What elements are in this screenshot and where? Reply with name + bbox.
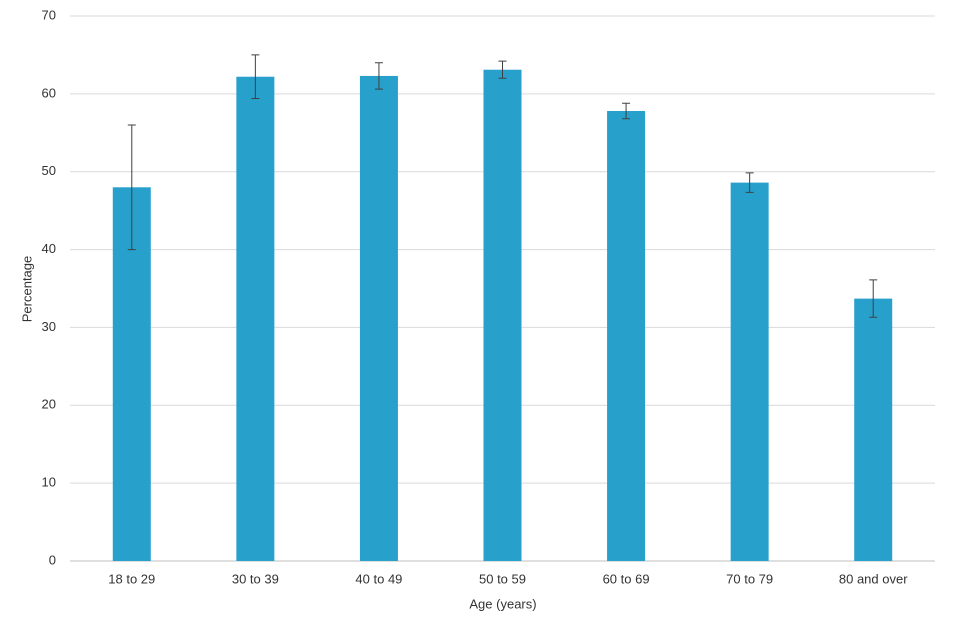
x-tick-label: 30 to 39	[232, 571, 279, 586]
bar	[854, 298, 893, 561]
error-bar	[869, 279, 878, 318]
bar	[236, 76, 275, 561]
x-tick-label: 18 to 29	[108, 571, 155, 586]
y-tick-label: 30	[42, 319, 56, 334]
y-tick-label: 60	[42, 85, 56, 100]
y-tick-label: 10	[42, 475, 56, 490]
bar	[359, 75, 398, 561]
error-bar	[498, 60, 507, 79]
x-tick-label: 50 to 59	[479, 571, 526, 586]
error-bar	[251, 54, 260, 100]
x-tick-label: 40 to 49	[355, 571, 402, 586]
x-tick-label: 70 to 79	[726, 571, 773, 586]
bar	[730, 182, 769, 561]
error-bar	[374, 62, 383, 90]
y-tick-label: 70	[42, 7, 56, 22]
x-axis-label: Age (years)	[469, 596, 536, 611]
x-tick-label: 60 to 69	[603, 571, 650, 586]
error-bar	[622, 102, 631, 120]
error-bar	[127, 124, 136, 251]
y-tick-label: 0	[49, 552, 56, 567]
error-bar	[745, 172, 754, 193]
y-axis-label: Percentage	[19, 256, 34, 323]
bar	[483, 69, 522, 561]
y-tick-label: 20	[42, 397, 56, 412]
x-tick-label: 80 and over	[839, 571, 908, 586]
bar	[607, 110, 646, 561]
y-tick-label: 50	[42, 163, 56, 178]
y-tick-label: 40	[42, 241, 56, 256]
